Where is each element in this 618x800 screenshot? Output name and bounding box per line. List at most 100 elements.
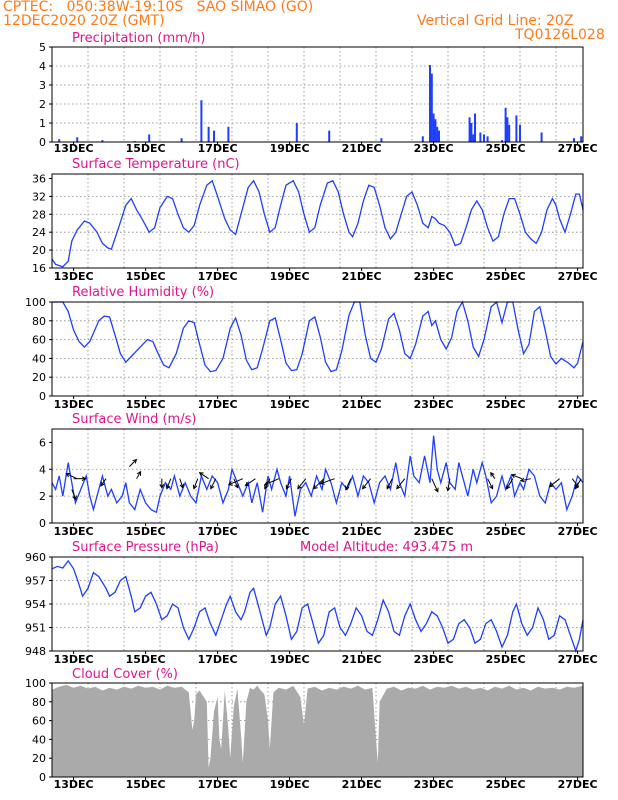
panel-frame <box>51 173 584 269</box>
x-tick-label: 21DEC <box>342 525 382 538</box>
wind-vector-head <box>361 484 367 490</box>
wind-vector <box>396 478 406 489</box>
wind-vector <box>199 472 209 480</box>
x-tick-label: 23DEC <box>414 398 454 411</box>
header-station-line: CPTEC: 050:38W-19:10S SAO SIMAO (GO) <box>3 0 314 15</box>
x-tick-label: 25DEC <box>486 142 526 155</box>
precip-bar <box>213 130 215 142</box>
wind-vector <box>228 478 243 486</box>
precip-bar <box>207 126 210 142</box>
y-tick-label: 20 <box>32 752 46 765</box>
wind-vector <box>549 478 560 488</box>
x-tick-label: 27DEC <box>558 525 598 538</box>
precip-bar <box>148 134 151 142</box>
y-tick-label: 0 <box>39 771 46 784</box>
y-tick-label: 0 <box>39 517 46 530</box>
cloud-area <box>52 684 583 777</box>
wind-vector <box>431 478 439 492</box>
precip-bar <box>474 113 476 142</box>
y-tick-label: 957 <box>25 575 46 588</box>
precip-bar <box>540 132 543 142</box>
wind-vector <box>245 478 256 487</box>
precip-bar <box>506 117 509 142</box>
y-tick-label: 32 <box>32 190 46 203</box>
wind-vector <box>129 459 137 467</box>
x-tick-label: 19DEC <box>270 778 310 791</box>
panel-title-precip: Precipitation (mm/h) <box>72 31 205 46</box>
wind-vector-head <box>386 484 391 490</box>
wind-vector-head <box>100 481 105 487</box>
wind-vector-head <box>159 483 165 489</box>
x-tick-label: 19DEC <box>270 270 310 283</box>
rh-line <box>52 300 584 373</box>
wind-vector <box>487 478 494 489</box>
panel-frame <box>51 682 584 778</box>
wind-vector <box>362 478 371 489</box>
x-tick-label: 21DEC <box>342 142 382 155</box>
precip-bar <box>468 117 471 142</box>
y-tick-label: 20 <box>32 244 46 257</box>
wind-vector <box>100 478 107 486</box>
y-tick-label: 951 <box>25 622 46 635</box>
y-tick-label: 60 <box>32 334 46 347</box>
wind-vector <box>511 474 522 480</box>
wind-vector-head <box>179 483 184 489</box>
wind-vector-head <box>446 486 451 492</box>
x-tick-label: 13DEC <box>54 653 94 666</box>
x-tick-label: 23DEC <box>414 142 454 155</box>
wind-vector <box>210 478 217 489</box>
precip-bar <box>508 124 511 142</box>
panel-temp: Surface Temperature (nC) 13DEC 15DEC 17DEC 1… <box>32 157 598 283</box>
x-tick-label: 15DEC <box>126 653 166 666</box>
panel-pressure: Surface Pressure (hPa) Model Altitude: 49… <box>25 540 598 666</box>
panel-title-rh: Relative Humidity (%) <box>72 285 214 300</box>
x-tick-label: 15DEC <box>126 398 166 411</box>
wind-vector <box>520 478 531 482</box>
precip-bar <box>430 73 433 142</box>
x-tick-label: 25DEC <box>486 398 526 411</box>
y-tick-label: 960 <box>25 551 46 564</box>
x-tick-label: 15DEC <box>126 270 166 283</box>
y-tick-label: 5 <box>39 41 46 54</box>
y-tick-label: 4 <box>39 60 46 73</box>
wind-vector-head <box>192 484 198 490</box>
x-tick-label: 13DEC <box>54 270 94 283</box>
wind-vector <box>506 478 514 489</box>
wind-vector-head <box>136 470 142 476</box>
y-tick-label: 3 <box>39 79 46 92</box>
y-tick-label: 80 <box>32 315 46 328</box>
x-tick-label: 23DEC <box>414 525 454 538</box>
wind-vector-head <box>489 484 494 490</box>
wind-vector <box>386 478 393 489</box>
wind-vector-head <box>345 485 350 491</box>
y-tick-label: 24 <box>32 226 46 239</box>
wind-vector <box>264 478 279 486</box>
wind-vector <box>136 471 142 479</box>
y-tick-label: 28 <box>32 208 46 221</box>
x-tick-label: 25DEC <box>486 525 526 538</box>
wind-vector <box>345 478 352 490</box>
x-tick-label: 17DEC <box>198 270 238 283</box>
wind-vector-head <box>519 477 525 483</box>
wind-vector-head <box>510 473 516 479</box>
precip-bar <box>429 65 431 142</box>
x-tick-label: 15DEC <box>126 142 166 155</box>
wind-vector-head <box>72 495 77 501</box>
panel-wind: Surface Wind (m/s) 13DEC 15DEC 17DEC 19DEC 21… <box>39 412 598 538</box>
precip-bar <box>486 136 489 142</box>
wind-vector <box>447 478 451 491</box>
x-tick-label: 23DEC <box>414 653 454 666</box>
wind-vector <box>71 489 77 500</box>
wind-vector-head <box>574 484 579 490</box>
x-tick-label: 27DEC <box>558 398 598 411</box>
y-tick-label: 100 <box>25 677 46 690</box>
panel-rh: Relative Humidity (%) 13DEC 15DEC 17DEC 19DE… <box>25 285 598 411</box>
wind-vector <box>320 478 335 485</box>
x-tick-label: 27DEC <box>558 142 598 155</box>
y-tick-label: 40 <box>32 352 46 365</box>
x-tick-label: 17DEC <box>198 525 238 538</box>
x-tick-label: 21DEC <box>342 270 382 283</box>
wind-vector-head <box>210 484 215 490</box>
wind-vector <box>179 478 184 488</box>
